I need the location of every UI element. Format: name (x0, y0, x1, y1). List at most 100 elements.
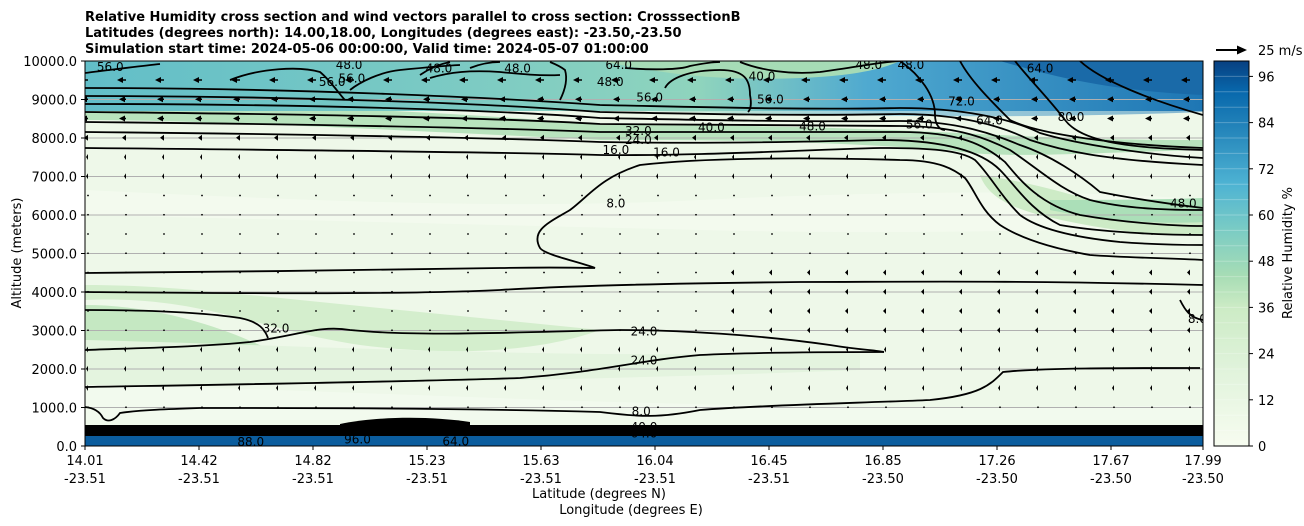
wind-vector (1189, 425, 1191, 428)
wind-vector (695, 194, 697, 197)
wind-vectors (85, 77, 1191, 428)
wind-vector (808, 346, 810, 353)
wind-vector (391, 194, 393, 197)
wind-vector (461, 115, 467, 122)
x-tick-lat: 15.63 (522, 454, 559, 469)
wind-vector (201, 233, 203, 235)
wind-vector (846, 173, 848, 180)
wind-vector (1149, 269, 1152, 276)
wind-vector (543, 194, 545, 197)
wind-vector (163, 329, 165, 332)
wind-vector (504, 154, 506, 160)
wind-vector (353, 310, 355, 312)
wind-vector (535, 77, 541, 83)
wind-vector (239, 233, 241, 235)
wind-vector (770, 173, 772, 180)
wind-vector (1149, 288, 1152, 295)
wind-vector (428, 154, 430, 160)
wind-vector (731, 308, 734, 314)
wind-vector (505, 329, 507, 332)
wind-vector (1029, 77, 1035, 83)
wind-vector (163, 425, 165, 428)
wind-vector (238, 365, 240, 372)
x-tick-lat: 14.01 (66, 454, 103, 469)
wind-vector (87, 252, 89, 255)
wind-vector (1150, 154, 1152, 160)
y-tick-label: 7000.0 (32, 171, 78, 186)
wind-vector (239, 271, 241, 274)
wind-vector (846, 385, 848, 391)
wind-vector (276, 365, 278, 372)
wind-vector (125, 329, 127, 332)
wind-vector (581, 425, 583, 428)
contour-label: 40.0 (749, 69, 776, 83)
wind-vector (163, 271, 165, 274)
wind-vector (276, 385, 278, 391)
wind-vector (580, 173, 582, 180)
wind-vector (467, 425, 469, 428)
wind-vector (201, 252, 203, 255)
x-tick-lat: 17.26 (978, 454, 1015, 469)
contour-label: 64.0 (442, 434, 469, 448)
wind-vector (157, 96, 163, 103)
wind-vector (1073, 288, 1076, 295)
wind-vector (1112, 154, 1114, 160)
wind-vector (428, 346, 430, 353)
wind-vector (1075, 194, 1077, 197)
wind-vector (239, 290, 241, 293)
wind-vector (997, 269, 1000, 276)
wind-vector (619, 233, 621, 235)
wind-vector (807, 269, 810, 276)
wind-vector (1150, 173, 1152, 180)
wind-vector (1189, 194, 1191, 197)
wind-vector (689, 96, 695, 103)
colorbar-tick-label: 96 (1258, 70, 1275, 85)
wind-vector (619, 329, 621, 332)
wind-vector (505, 271, 507, 274)
wind-vector (391, 425, 393, 428)
wind-vector (347, 115, 353, 122)
wind-vector (429, 290, 431, 293)
wind-vector (505, 194, 507, 197)
wind-vector (467, 310, 469, 312)
wind-vector (385, 115, 391, 122)
y-axis-label: Altitude (meters) (10, 198, 25, 309)
wind-vector (1107, 96, 1113, 103)
wind-vector (619, 194, 621, 197)
wind-vector (769, 308, 772, 314)
wind-vector (694, 346, 696, 353)
wind-vector (581, 329, 583, 332)
colorbar: 0 12 24 36 48 60 72 84 96 Relative Humidity % (1213, 60, 1296, 455)
wind-vector (694, 173, 696, 180)
wind-vector (160, 134, 164, 141)
wind-vector (390, 365, 392, 372)
contour-label: 72.0 (948, 94, 975, 108)
wind-vector (765, 115, 771, 122)
wind-vector (162, 365, 164, 372)
wind-vector (504, 173, 506, 180)
wind-vector (1151, 194, 1153, 197)
wind-vector (1113, 194, 1115, 197)
wind-vector (277, 271, 279, 274)
colorbar-tick-label: 84 (1258, 117, 1275, 132)
wind-vector (801, 77, 807, 83)
wind-vector (1181, 77, 1187, 83)
quiver-key-label: 25 m/s (1258, 44, 1303, 59)
wind-vector (771, 406, 773, 409)
colorbar-tick-label: 60 (1258, 209, 1275, 224)
x-tick-lon: -23.50 (862, 472, 904, 487)
wind-vector (923, 194, 925, 197)
wind-vector (467, 213, 469, 216)
wind-vector (466, 154, 468, 160)
wind-vector (845, 327, 848, 334)
wind-vector (1111, 288, 1114, 295)
wind-vector (1145, 96, 1151, 103)
wind-vector (315, 194, 317, 197)
wind-vector (1075, 233, 1077, 235)
wind-vector (163, 194, 165, 197)
wind-vector (238, 346, 240, 353)
wind-vector (201, 213, 203, 216)
wind-vector (162, 173, 164, 180)
wind-vector (695, 290, 697, 293)
wind-vector (923, 213, 925, 216)
